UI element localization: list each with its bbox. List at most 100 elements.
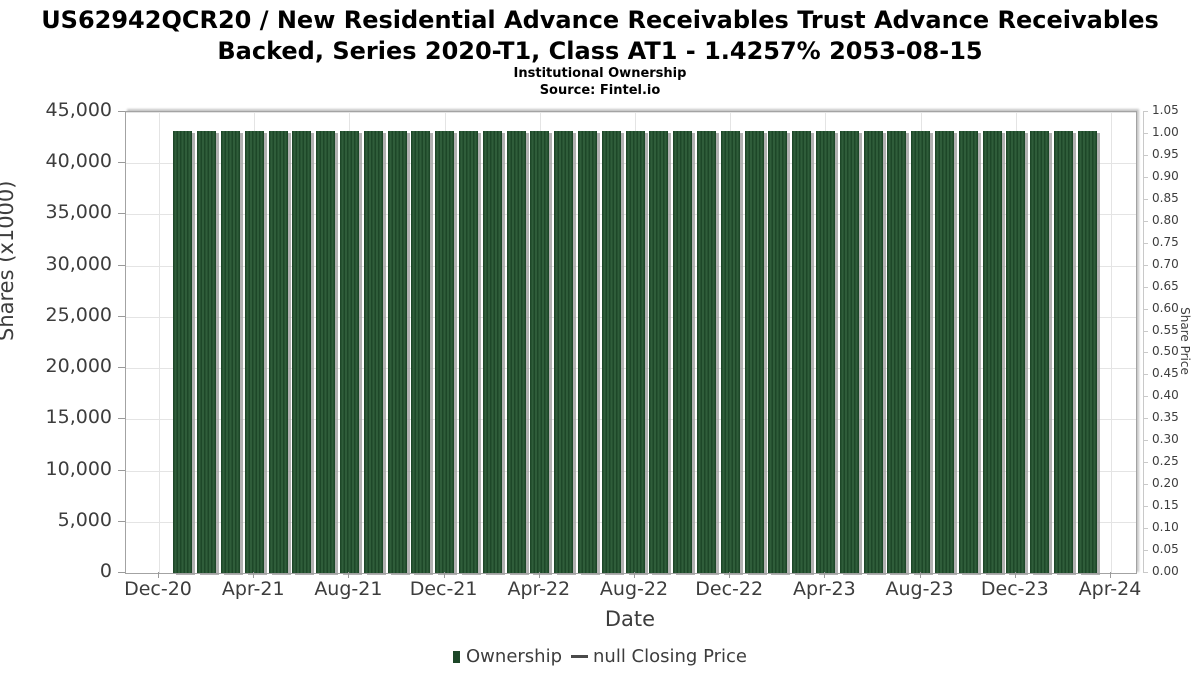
- right-tick-label: 0.85: [1152, 190, 1179, 205]
- y-tick-label: 45,000: [45, 99, 112, 121]
- right-tick-mark: [1143, 132, 1148, 134]
- x-tick-mark: [824, 572, 826, 578]
- ownership-bar[interactable]: [839, 131, 859, 573]
- x-tick-label: Apr-21: [221, 578, 285, 600]
- ownership-bar[interactable]: [244, 131, 264, 573]
- right-tick-mark: [1143, 286, 1148, 288]
- right-tick-label: 0.65: [1152, 278, 1179, 293]
- ownership-bar[interactable]: [673, 131, 693, 573]
- ownership-bar[interactable]: [720, 131, 740, 573]
- right-tick-mark: [1143, 242, 1148, 244]
- h-gridline: [126, 112, 1136, 113]
- ownership-bar[interactable]: [316, 131, 336, 573]
- ownership-bar[interactable]: [934, 131, 954, 573]
- ownership-bar[interactable]: [649, 131, 669, 573]
- x-tick-label: Aug-21: [314, 578, 383, 600]
- x-tick-mark: [634, 572, 635, 578]
- ownership-bar[interactable]: [815, 131, 835, 573]
- ownership-bar[interactable]: [1053, 131, 1073, 573]
- right-tick-mark: [1143, 176, 1148, 178]
- right-tick-label: 0.50: [1152, 344, 1179, 359]
- ownership-bar[interactable]: [506, 131, 526, 573]
- ownership-bar[interactable]: [863, 131, 883, 573]
- ownership-bar[interactable]: [625, 131, 645, 573]
- x-axis-title: Date: [604, 607, 656, 631]
- ownership-bar[interactable]: [339, 131, 359, 573]
- ownership-bar[interactable]: [387, 131, 407, 573]
- x-tick-mark: [1014, 572, 1016, 578]
- right-tick-mark: [1143, 418, 1148, 420]
- ownership-bar[interactable]: [982, 131, 1002, 573]
- x-tick-label: Dec-21: [409, 578, 478, 600]
- ownership-bar[interactable]: [577, 131, 597, 573]
- ownership-bar[interactable]: [554, 131, 574, 573]
- right-tick-mark: [1143, 198, 1148, 200]
- legend-price-label[interactable]: null Closing Price: [593, 646, 747, 667]
- right-tick-label: 0.95: [1152, 146, 1179, 161]
- ownership-bar[interactable]: [958, 131, 978, 573]
- ownership-bar[interactable]: [292, 131, 312, 573]
- x-tick-label: Apr-23: [793, 578, 856, 600]
- right-tick-mark: [1143, 308, 1148, 310]
- ownership-bar[interactable]: [911, 131, 931, 573]
- right-tick-label: 0.90: [1152, 168, 1179, 183]
- ownership-bar[interactable]: [458, 131, 478, 573]
- y-tick-label: 10,000: [45, 457, 112, 480]
- ownership-bar[interactable]: [482, 131, 502, 573]
- y-tick-label: 40,000: [45, 150, 112, 173]
- right-tick-label: 0.55: [1152, 322, 1179, 337]
- right-tick-mark: [1143, 484, 1148, 486]
- x-tick-label: Dec-22: [695, 578, 764, 600]
- y-tick-label: 25,000: [45, 303, 112, 326]
- ownership-bar[interactable]: [887, 131, 907, 573]
- legend: Ownership null Closing Price: [0, 646, 1200, 667]
- x-tick-mark: [253, 572, 255, 578]
- right-tick-label: 0.45: [1152, 366, 1179, 381]
- ownership-bar[interactable]: [435, 131, 455, 573]
- x-tick-mark: [158, 572, 159, 578]
- y-tick-mark: [118, 469, 125, 471]
- x-tick-mark: [1110, 572, 1111, 578]
- ownership-bar[interactable]: [744, 131, 764, 573]
- chart-subtitle: Institutional Ownership: [513, 66, 687, 81]
- right-tick-mark: [1143, 352, 1148, 354]
- x-tick-label: Aug-23: [885, 578, 954, 600]
- y-tick-label: 5,000: [57, 508, 112, 531]
- ownership-bar[interactable]: [792, 131, 812, 573]
- ownership-bar[interactable]: [601, 131, 621, 573]
- y-tick-label: 15,000: [45, 406, 112, 429]
- x-tick-mark: [348, 572, 350, 578]
- ownership-bar[interactable]: [1077, 131, 1097, 573]
- y-axis-right-line: [1143, 111, 1144, 572]
- right-tick-mark: [1143, 462, 1148, 464]
- right-tick-label: 0.10: [1152, 520, 1179, 535]
- right-tick-mark: [1143, 264, 1148, 266]
- right-tick-label: 0.40: [1152, 388, 1179, 403]
- y-tick-mark: [118, 520, 125, 522]
- ownership-bar[interactable]: [197, 131, 217, 573]
- y-tick-mark: [118, 213, 125, 215]
- ownership-bar[interactable]: [268, 131, 288, 573]
- chart-source-label: Source: Fintel.io: [539, 83, 661, 98]
- right-tick-label: 0.15: [1152, 498, 1179, 513]
- ownership-bar[interactable]: [1030, 131, 1050, 573]
- y-axis-title-right: Share Price: [1178, 307, 1192, 375]
- ownership-bar[interactable]: [220, 131, 240, 573]
- y-tick-mark: [118, 572, 125, 573]
- right-tick-label: 0.80: [1152, 212, 1179, 227]
- ownership-bar[interactable]: [411, 131, 431, 573]
- right-tick-label: 0.25: [1152, 454, 1179, 469]
- ownership-bar[interactable]: [768, 131, 788, 573]
- legend-ownership-label[interactable]: Ownership: [466, 646, 563, 667]
- ownership-bar[interactable]: [530, 131, 550, 573]
- right-tick-mark: [1143, 111, 1148, 112]
- y-tick-mark: [118, 162, 125, 164]
- ownership-bar[interactable]: [363, 131, 383, 573]
- ownership-bar[interactable]: [696, 131, 716, 573]
- y-tick-label: 35,000: [45, 201, 112, 224]
- plot-area: [125, 111, 1137, 574]
- x-tick-mark: [919, 572, 921, 578]
- ownership-bar[interactable]: [173, 131, 193, 573]
- ownership-bar[interactable]: [1006, 131, 1026, 573]
